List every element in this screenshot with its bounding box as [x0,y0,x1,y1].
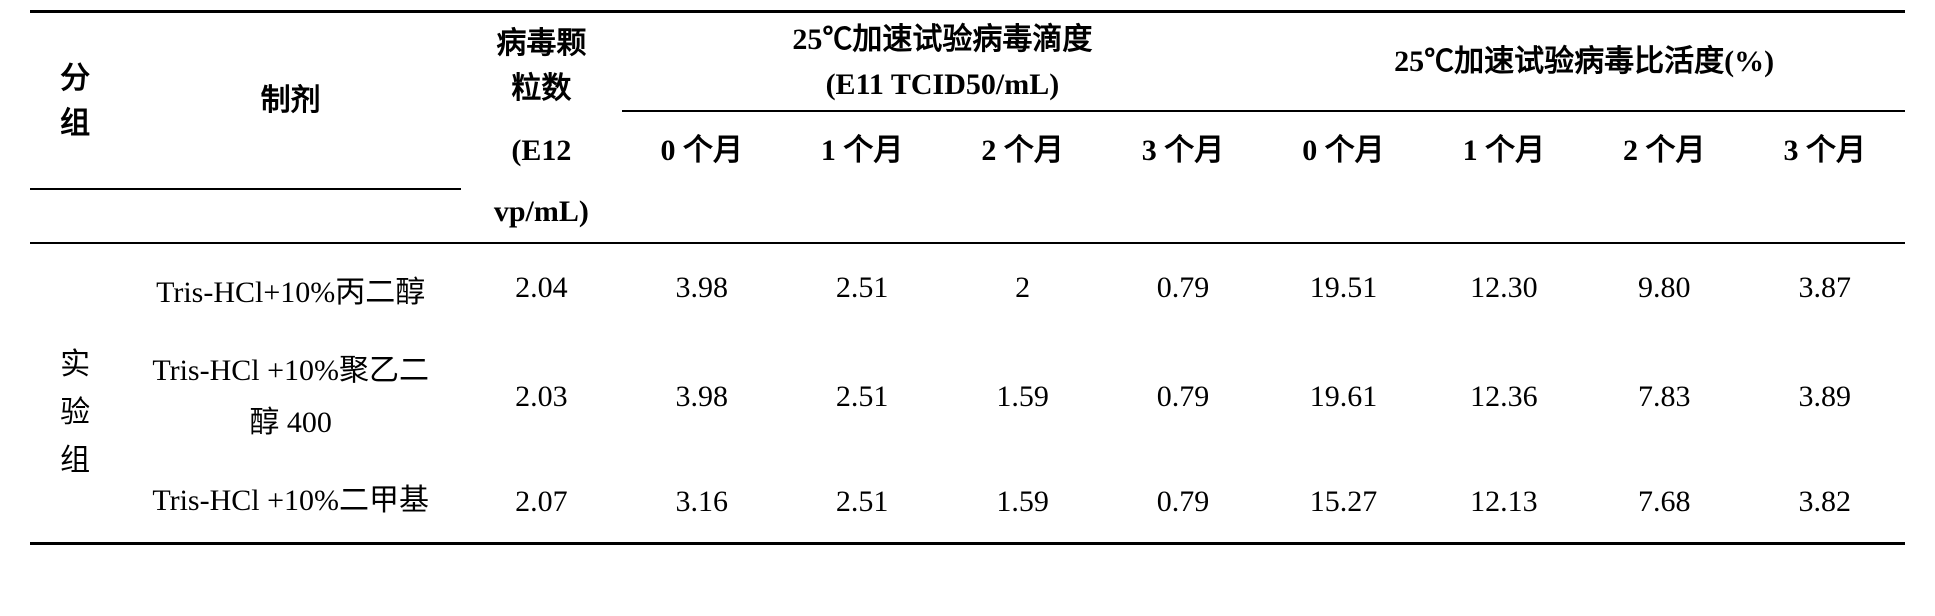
col-header-month-t1: 1 个月 [782,111,942,189]
group-label: 实 验 组 [30,243,120,544]
activity-cell: 7.83 [1584,332,1744,462]
col-header-month-a1: 1 个月 [1424,111,1584,189]
activity-cell: 3.82 [1745,462,1906,542]
formulation-line: 醇 400 [120,402,461,444]
data-table: 分 组 制剂 病毒颗 25℃加速试验病毒滴度 (E11 TCID50/mL) 2… [30,10,1905,545]
activity-cell: 3.87 [1745,243,1906,332]
activity-cell: 15.27 [1263,462,1423,542]
table-row: Tris-HCl +10%聚乙二 醇 400 2.03 3.98 2.51 1.… [30,332,1905,462]
header-row-1: 分 组 制剂 病毒颗 25℃加速试验病毒滴度 (E11 TCID50/mL) 2… [30,12,1905,67]
vp-cell: 2.07 [461,462,621,542]
formulation-line: Tris-HCl +10%二甲基 [120,480,461,522]
titer-cell: 2.51 [782,332,942,462]
col-header-month-a3: 3 个月 [1745,111,1906,189]
titer-cell: 2.51 [782,462,942,542]
formulation-cell: Tris-HCl +10%二甲基 [120,462,461,542]
col-header-month-a2: 2 个月 [1584,111,1744,189]
activity-cell: 19.61 [1263,332,1423,462]
formulation-cell: Tris-HCl +10%聚乙二 醇 400 [120,332,461,462]
col-header-vp-line2: 粒数 [461,66,621,111]
titer-cell: 1.59 [942,462,1102,542]
titer-cell: 3.98 [622,243,782,332]
titer-cell: 1.59 [942,332,1102,462]
formulation-cell: Tris-HCl+10%丙二醇 [120,243,461,332]
titer-cell: 0.79 [1103,332,1263,462]
titer-cell: 3.16 [622,462,782,542]
activity-cell: 7.68 [1584,462,1744,542]
activity-cell: 12.30 [1424,243,1584,332]
table-row: 实 验 组 Tris-HCl+10%丙二醇 2.04 3.98 2.51 2 0… [30,243,1905,332]
titer-cell: 0.79 [1103,243,1263,332]
col-header-month-t3: 3 个月 [1103,111,1263,189]
header-row-4: vp/mL) [30,189,1905,243]
formulation-line: Tris-HCl+10%丙二醇 [120,272,461,314]
col-header-activity: 25℃加速试验病毒比活度(%) [1263,12,1905,112]
group-label-c3: 组 [30,437,120,485]
col-header-vp-line4: vp/mL) [461,189,621,243]
col-header-formulation: 制剂 [120,12,461,190]
page: 分 组 制剂 病毒颗 25℃加速试验病毒滴度 (E11 TCID50/mL) 2… [0,0,1935,616]
group-label-c2: 验 [30,389,120,437]
bottom-rule [30,542,1905,544]
titer-cell: 2.51 [782,243,942,332]
col-header-vp-line3: (E12 [461,111,621,189]
col-header-month-t2: 2 个月 [942,111,1102,189]
vp-cell: 2.03 [461,332,621,462]
activity-cell: 3.89 [1745,332,1906,462]
group-hdr-char1: 分 [30,56,120,101]
titer-cell: 2 [942,243,1102,332]
titer-cell: 3.98 [622,332,782,462]
col-header-group: 分 组 [30,12,120,190]
col-header-month-a0: 0 个月 [1263,111,1423,189]
col-header-titer: 25℃加速试验病毒滴度 (E11 TCID50/mL) [622,12,1264,112]
activity-cell: 12.13 [1424,462,1584,542]
group-label-c1: 实 [30,341,120,389]
group-hdr-char2: 组 [30,101,120,146]
titer-cell: 0.79 [1103,462,1263,542]
col-header-month-t0: 0 个月 [622,111,782,189]
activity-cell: 12.36 [1424,332,1584,462]
col-header-vp-line1: 病毒颗 [461,12,621,67]
formulation-line: Tris-HCl +10%聚乙二 [120,350,461,392]
titer-title-l1: 25℃加速试验病毒滴度 [622,17,1264,62]
activity-cell: 19.51 [1263,243,1423,332]
vp-cell: 2.04 [461,243,621,332]
table-row: Tris-HCl +10%二甲基 2.07 3.16 2.51 1.59 0.7… [30,462,1905,542]
activity-cell: 9.80 [1584,243,1744,332]
titer-title-l2: (E11 TCID50/mL) [622,62,1264,107]
